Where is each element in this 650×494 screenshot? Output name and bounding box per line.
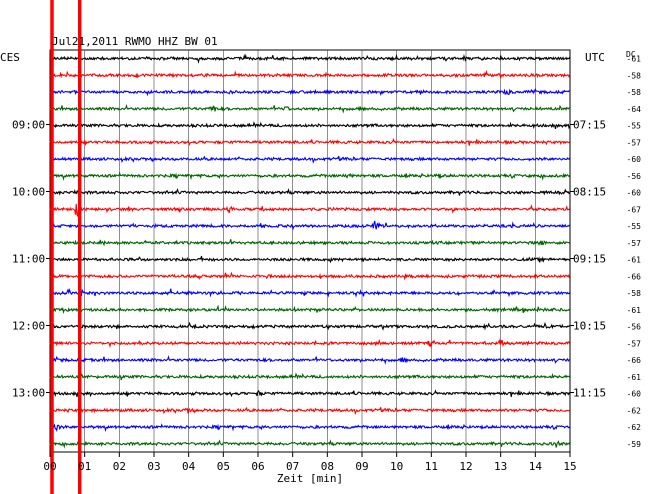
dc-offset-label: -60 [627,390,642,399]
dc-offset-label: -60 [627,189,642,198]
seismogram-trace [49,69,571,80]
seismogram-trace [49,288,571,298]
dc-offset-label: -66 [627,356,642,365]
seismogram-trace [49,389,571,398]
plot-frame [49,49,571,453]
seismogram-trace [49,406,571,416]
x-tick-label: 00 [43,460,56,473]
dc-offset-label: -62 [627,406,642,415]
x-tick-label: 15 [563,460,576,473]
dc-offset-label: -61 [627,306,642,315]
x-tick-label: 07 [286,460,299,473]
dc-offset-label: -57 [627,138,642,147]
dc-offset-label: -61 [627,256,642,265]
x-tick-label: 13 [494,460,507,473]
right-time-label: 08:15 [573,186,606,199]
dc-offset-label: -55 [627,122,642,131]
seismogram-trace [49,103,570,114]
seismogram-trace [49,53,571,64]
x-tick-label: 04 [182,460,196,473]
dc-offset-label: -56 [627,172,642,181]
left-time-label: 09:00 [12,119,45,132]
dc-offset-label: -61 [627,373,642,382]
left-time-label: 11:00 [12,253,45,266]
x-tick-label: 03 [147,460,160,473]
seismogram-trace [49,155,571,164]
x-tick-label: 08 [321,460,334,473]
left-time-label: 12:00 [12,320,45,333]
dc-offset-label: -62 [627,423,642,432]
seismogram-trace [49,239,571,247]
dc-offset-label: -57 [627,339,642,348]
seismogram-trace [49,439,571,449]
seismogram-trace [49,271,571,281]
right-time-label: 09:15 [573,253,606,266]
dc-offset-label: -56 [627,323,642,332]
x-axis-label: Zeit [min] [277,472,343,485]
dc-offset-label: -66 [627,272,642,281]
seismogram-trace [49,423,571,433]
dc-offset-label: -57 [627,239,642,248]
right-time-label: 10:15 [573,320,606,333]
dc-offset-label: -58 [627,289,642,298]
left-time-label: 10:00 [12,186,45,199]
seismogram-trace [49,121,571,130]
dc-offset-label: -61 [627,55,642,64]
x-tick-label: 06 [251,460,264,473]
dc-offset-label: -58 [627,71,642,80]
dc-offset-label: -67 [627,205,642,214]
seismogram-trace [49,355,570,365]
seismogram-trace [49,338,571,349]
x-tick-label: 09 [355,460,368,473]
seismogram-trace [49,304,571,315]
x-tick-label: 02 [113,460,126,473]
right-time-label: 07:15 [573,119,606,132]
seismogram-trace [49,203,571,217]
left-timezone-label: CES [0,51,20,64]
x-tick-label: 12 [459,460,472,473]
dc-header-label: DC [626,50,636,59]
dc-offset-label: -59 [627,440,642,449]
x-tick-label: 10 [390,460,403,473]
seismogram-trace [49,137,571,146]
dc-offset-label: -58 [627,88,642,97]
dc-offset-label: -64 [627,105,642,114]
x-tick-label: 05 [217,460,230,473]
seismogram-trace [49,255,571,264]
seismogram-trace [49,171,571,181]
seismogram-trace [49,372,571,381]
x-tick-label: 11 [425,460,438,473]
dc-offset-label: -55 [627,222,642,231]
dc-offset-label: -60 [627,155,642,164]
x-tick-label: 01 [78,460,91,473]
seismogram-trace [49,321,570,331]
trace-group [49,53,571,449]
seismogram-trace [49,220,571,231]
chart-title: Jul21,2011 RWMO HHZ BW 01 [52,35,218,48]
seismogram-trace [49,87,570,97]
left-time-label: 13:00 [12,387,45,400]
x-tick-label: 14 [529,460,543,473]
right-time-label: 11:15 [573,387,606,400]
seismogram-trace [49,188,571,198]
right-timezone-label: UTC [585,51,605,64]
